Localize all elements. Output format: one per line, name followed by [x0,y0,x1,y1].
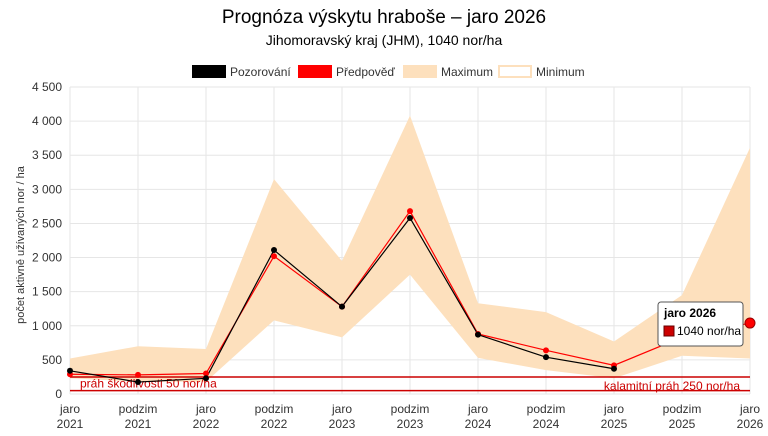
data-point [543,347,549,354]
x-axis: jaro2021podzim2021jaro2022podzim2022jaro… [57,402,764,431]
y-tick-label: 0 [55,387,62,401]
y-tick-label: 2 500 [32,216,62,230]
x-tick-label: podzim [663,402,702,416]
data-point [475,331,481,338]
x-tick-label: podzim [255,402,294,416]
x-tick-label: jaro [195,402,216,416]
y-tick-label: 3 500 [32,148,62,162]
x-tick-label: jaro [603,402,624,416]
y-tick-label: 4 500 [32,80,62,94]
data-point [135,371,141,378]
highlighted-point [744,317,756,329]
data-point [271,247,277,254]
x-tick-label: podzim [391,402,430,416]
legend: Pozorování Předpověď Maximum Minimum [192,65,585,79]
x-tick-label: jaro [739,402,760,416]
tooltip: jaro 2026 1040 nor/ha [657,301,744,347]
data-point [271,253,277,260]
data-point [203,370,209,377]
chart-subtitle: Jihomoravský kraj (JHM), 1040 nor/ha [266,32,503,48]
y-tick-label: 1 000 [32,319,62,333]
x-tick-label: 2026 [737,417,764,431]
legend-swatch [498,65,532,78]
thresholds: práh škodlivosti 50 nor/ha kalamitní práh… [70,376,750,393]
data-point [339,303,345,310]
x-tick-label: 2021 [125,417,152,431]
chart-title: Prognóza výskytu hraboše – jaro 2026 [222,7,546,28]
data-point [135,379,141,386]
y-tick-label: 4 000 [32,114,62,128]
x-tick-label: jaro [467,402,488,416]
x-tick-label: 2021 [57,417,84,431]
x-tick-label: 2023 [397,417,424,431]
legend-swatch [298,65,332,78]
x-tick-label: 2024 [533,417,560,431]
y-axis-label: počet aktivně užívaných nor / ha [15,165,27,324]
data-point [407,214,413,221]
x-tick-label: 2022 [193,417,220,431]
x-tick-label: 2024 [465,417,492,431]
legend-label: Pozorování [230,65,291,79]
data-point [611,365,617,372]
data-point [407,208,413,215]
data-point [543,354,549,361]
y-tick-label: 2 000 [32,251,62,265]
x-tick-label: podzim [527,402,566,416]
x-tick-label: 2023 [329,417,356,431]
y-tick-label: 1 500 [32,285,62,299]
x-tick-label: podzim [119,402,158,416]
data-point [203,375,209,382]
legend-swatch [403,65,437,78]
data-point [67,367,73,374]
x-tick-label: jaro [59,402,80,416]
tooltip-box [657,301,744,347]
x-tick-label: jaro [331,402,352,416]
legend-label: Maximum [441,65,493,79]
legend-label: Předpověď [336,65,395,79]
tooltip-swatch [663,325,675,337]
y-tick-label: 500 [42,353,62,367]
tooltip-value: 1040 nor/ha [677,324,741,338]
threshold-label: kalamitní práh 250 nor/ha [604,379,740,393]
legend-swatch [192,65,226,78]
y-tick-label: 3 000 [32,182,62,196]
x-tick-label: 2025 [669,417,696,431]
x-tick-label: 2025 [601,417,628,431]
legend-label: Minimum [536,65,585,79]
y-axis: 0 500 1 000 1 500 2 000 2 500 3 000 3 500 4 000 4… [32,80,62,401]
tooltip-title: jaro 2026 [663,306,716,320]
x-tick-label: 2022 [261,417,288,431]
